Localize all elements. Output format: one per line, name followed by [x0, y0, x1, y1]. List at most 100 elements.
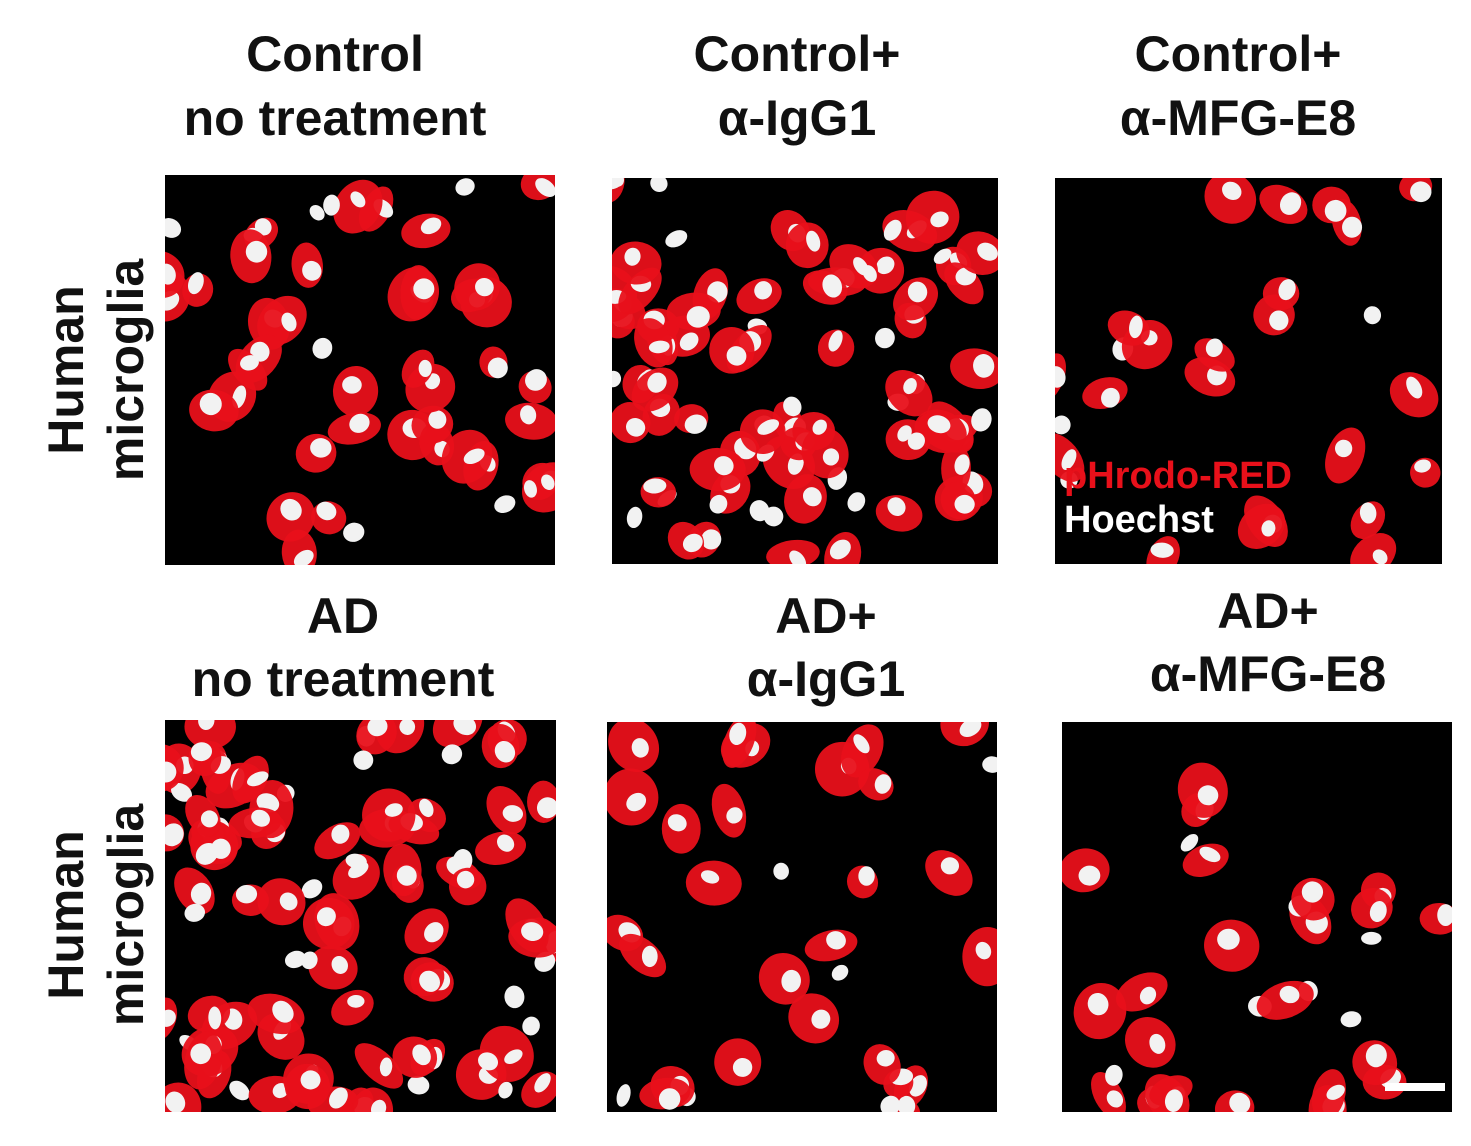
- nucleus: [684, 414, 707, 434]
- nucleus: [316, 501, 337, 521]
- nucleus: [612, 370, 622, 388]
- red-cell: [1237, 503, 1286, 550]
- image-background: [607, 722, 997, 1112]
- nucleus: [1278, 279, 1296, 301]
- nucleus: [789, 550, 807, 564]
- nucleus: [1359, 502, 1377, 524]
- nucleus: [975, 941, 992, 960]
- nucleus: [293, 549, 314, 565]
- nucleus: [309, 205, 325, 221]
- nucleus: [370, 1099, 387, 1112]
- nucleus: [1061, 449, 1077, 470]
- nucleus: [1164, 1089, 1183, 1112]
- nucleus: [413, 278, 435, 300]
- nucleus: [190, 882, 212, 905]
- nucleus: [165, 761, 177, 783]
- nucleus: [165, 1091, 186, 1112]
- nucleus: [626, 792, 647, 812]
- row-label: microglia: [98, 803, 154, 1026]
- nucleus: [802, 487, 822, 507]
- nucleus: [726, 807, 743, 824]
- nucleus: [316, 907, 336, 927]
- micrograph: [165, 720, 556, 1112]
- nucleus: [650, 178, 668, 193]
- nucleus: [331, 956, 348, 974]
- nucleus: [310, 438, 332, 458]
- nucleus: [1055, 415, 1071, 435]
- nucleus: [498, 1081, 513, 1099]
- nucleus: [1301, 881, 1324, 903]
- nucleus: [781, 969, 801, 993]
- nucleus: [883, 219, 902, 241]
- nucleus: [954, 454, 970, 475]
- nucleus: [806, 230, 821, 252]
- nucleus: [229, 1080, 250, 1101]
- nucleus: [626, 506, 643, 529]
- nucleus: [831, 964, 849, 981]
- micrograph: [612, 178, 998, 564]
- nucleus: [847, 492, 866, 512]
- nucleus: [954, 494, 975, 514]
- nucleus: [665, 230, 688, 248]
- red-cell: [612, 178, 625, 203]
- nucleus: [977, 242, 998, 261]
- red-cell: [354, 1043, 404, 1089]
- panel-title: α-IgG1: [747, 651, 906, 707]
- nucleus: [235, 884, 258, 904]
- micrograph: [165, 175, 555, 565]
- nucleus: [1149, 1033, 1166, 1054]
- nucleus: [732, 1057, 753, 1077]
- nucleus: [876, 256, 895, 275]
- nucleus: [424, 922, 444, 943]
- row-label: Human: [38, 830, 94, 999]
- nucleus: [1078, 865, 1101, 886]
- panel-title: Control+: [694, 26, 901, 82]
- nucleus: [631, 738, 649, 758]
- nucleus: [240, 355, 259, 371]
- micrograph: [1055, 178, 1442, 564]
- nucleus: [1279, 985, 1300, 1004]
- nucleus: [829, 539, 851, 560]
- nucleus: [624, 247, 641, 266]
- nucleus: [1199, 846, 1221, 863]
- nucleus: [353, 750, 374, 770]
- nucleus: [419, 798, 434, 818]
- nucleus: [897, 425, 912, 442]
- nucleus: [909, 1075, 927, 1097]
- nucleus: [714, 456, 734, 476]
- panel-title: no treatment: [192, 651, 495, 707]
- nucleus: [1414, 459, 1431, 473]
- nucleus: [329, 1087, 348, 1109]
- legend-white: Hoechst: [1064, 499, 1214, 541]
- nucleus: [165, 290, 180, 311]
- nucleus: [412, 1044, 431, 1066]
- nucleus: [1180, 834, 1199, 852]
- nucleus: [1334, 439, 1353, 458]
- nucleus: [301, 879, 323, 899]
- nucleus: [520, 405, 537, 425]
- nucleus: [1372, 549, 1388, 564]
- scale-bar: [1385, 1083, 1445, 1091]
- nucleus: [198, 720, 215, 730]
- nucleus: [858, 866, 875, 886]
- nucleus: [1340, 1011, 1362, 1028]
- nucleus: [523, 480, 537, 498]
- nucleus: [463, 448, 485, 465]
- nucleus: [625, 417, 646, 437]
- nucleus: [701, 529, 722, 550]
- nucleus: [612, 178, 623, 190]
- nucleus: [700, 870, 720, 884]
- nucleus: [940, 857, 960, 875]
- nucleus: [504, 1049, 523, 1064]
- row-label: Human: [38, 285, 94, 454]
- nucleus: [658, 1088, 681, 1110]
- nucleus: [1229, 1092, 1251, 1112]
- nucleus: [200, 810, 218, 828]
- panel-title: α-IgG1: [718, 90, 877, 146]
- nucleus: [190, 742, 213, 762]
- nucleus: [862, 265, 877, 282]
- panel-title: Control: [246, 26, 424, 82]
- nucleus: [475, 277, 494, 297]
- nucleus: [1365, 1044, 1387, 1068]
- micrograph: [1062, 722, 1452, 1112]
